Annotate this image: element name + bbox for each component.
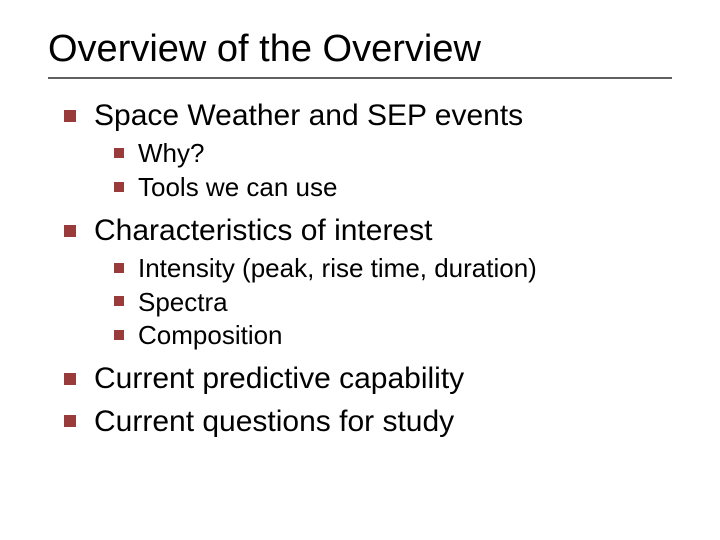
list-item-label: Space Weather and SEP events	[94, 99, 523, 132]
slide: Overview of the Overview Space Weather a…	[0, 0, 720, 540]
list-item-label: Spectra	[138, 287, 228, 317]
list-item: Characteristics of interest Intensity (p…	[64, 212, 672, 352]
list-item-label: Why?	[138, 138, 204, 168]
list-item-label: Tools we can use	[138, 172, 337, 202]
list-item: Tools we can use	[114, 171, 672, 204]
list-item: Current predictive capability	[64, 360, 672, 398]
list-item: Composition	[114, 319, 672, 352]
slide-title: Overview of the Overview	[48, 28, 672, 71]
list-item: Intensity (peak, rise time, duration)	[114, 252, 672, 285]
title-underline	[48, 77, 672, 79]
outline-sublist: Intensity (peak, rise time, duration) Sp…	[94, 252, 672, 352]
slide-body: Space Weather and SEP events Why? Tools …	[48, 97, 672, 441]
outline-list: Space Weather and SEP events Why? Tools …	[64, 97, 672, 441]
list-item: Space Weather and SEP events Why? Tools …	[64, 97, 672, 204]
list-item: Current questions for study	[64, 403, 672, 441]
list-item-label: Current predictive capability	[94, 362, 464, 395]
list-item-label: Composition	[138, 320, 283, 350]
outline-sublist: Why? Tools we can use	[94, 137, 672, 204]
list-item: Spectra	[114, 286, 672, 319]
list-item-label: Characteristics of interest	[94, 214, 432, 247]
list-item-label: Intensity (peak, rise time, duration)	[138, 253, 537, 283]
list-item: Why?	[114, 137, 672, 170]
list-item-label: Current questions for study	[94, 405, 454, 438]
